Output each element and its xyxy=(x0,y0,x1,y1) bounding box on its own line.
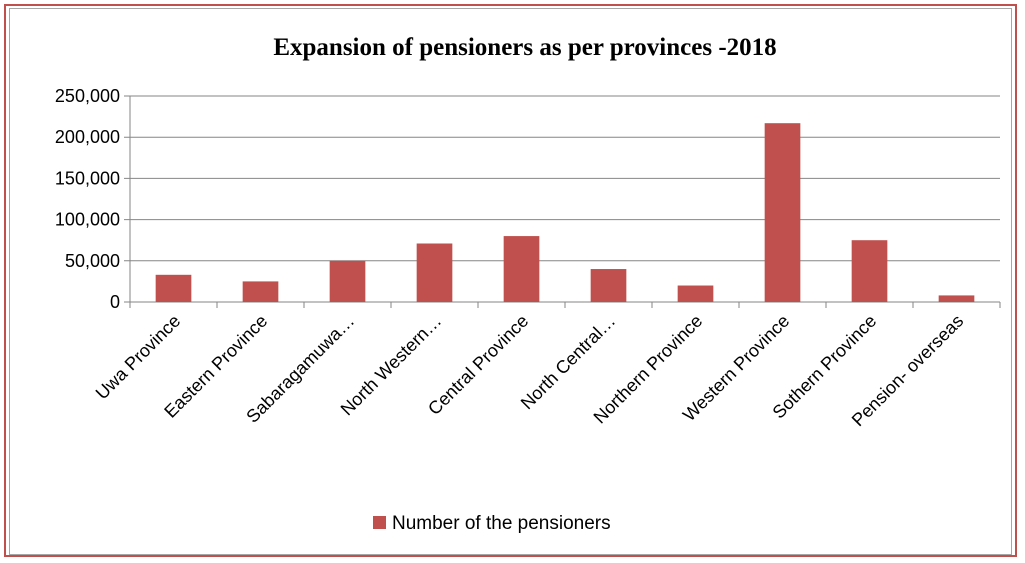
x-axis xyxy=(129,302,1001,308)
y-tick-label: 150,000 xyxy=(55,168,120,188)
bar xyxy=(503,236,540,302)
y-tick-label: 200,000 xyxy=(55,127,120,147)
y-tick-label: 250,000 xyxy=(55,86,120,106)
bar xyxy=(677,285,714,302)
bar xyxy=(416,243,453,302)
bar xyxy=(938,295,975,302)
bar xyxy=(329,260,366,302)
bar xyxy=(851,240,888,302)
bar xyxy=(155,274,192,302)
y-axis-ticks: 0 50,000 100,000 150,000 200,000 250,000 xyxy=(55,86,120,312)
bar xyxy=(242,281,279,302)
bars xyxy=(155,123,975,302)
y-tick-label: 0 xyxy=(110,292,120,312)
legend-swatch xyxy=(373,516,386,529)
chart-area-border xyxy=(9,8,1012,555)
y-tick-label: 100,000 xyxy=(55,210,120,230)
y-tick-label: 50,000 xyxy=(65,251,120,271)
bar xyxy=(764,123,801,302)
bar xyxy=(590,269,627,302)
x-tick-label: Uwa Province xyxy=(92,311,185,404)
legend: Number of the pensioners xyxy=(373,513,611,534)
chart-title: Expansion of pensioners as per provinces… xyxy=(273,34,776,61)
legend-label: Number of the pensioners xyxy=(392,513,611,534)
